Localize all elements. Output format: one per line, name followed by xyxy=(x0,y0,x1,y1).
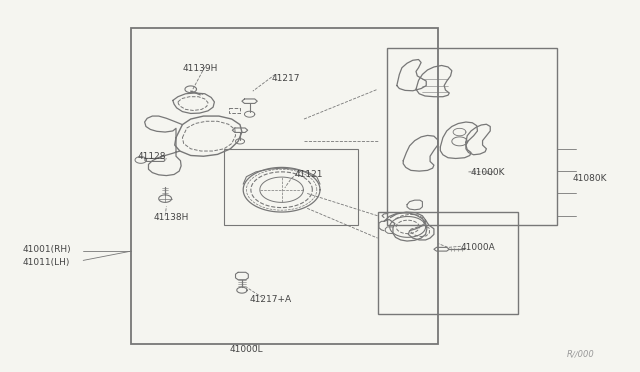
Bar xyxy=(131,28,438,344)
Text: 41217+A: 41217+A xyxy=(250,295,292,304)
Text: 41139H: 41139H xyxy=(182,64,218,73)
Bar xyxy=(378,212,518,314)
Bar xyxy=(387,48,557,225)
Text: 41121: 41121 xyxy=(294,170,323,179)
Text: 41011(LH): 41011(LH) xyxy=(22,258,70,267)
Text: 41128: 41128 xyxy=(138,152,166,161)
Text: 41000K: 41000K xyxy=(470,169,505,177)
Text: 41217: 41217 xyxy=(272,74,301,83)
Text: 41000A: 41000A xyxy=(461,243,495,252)
Text: R∕∕000: R∕∕000 xyxy=(566,349,594,358)
Text: 41000L: 41000L xyxy=(230,345,263,354)
Text: 41001(RH): 41001(RH) xyxy=(22,245,71,254)
Bar xyxy=(224,149,358,225)
Text: 41080K: 41080K xyxy=(573,174,607,183)
Text: 41138H: 41138H xyxy=(154,213,189,222)
